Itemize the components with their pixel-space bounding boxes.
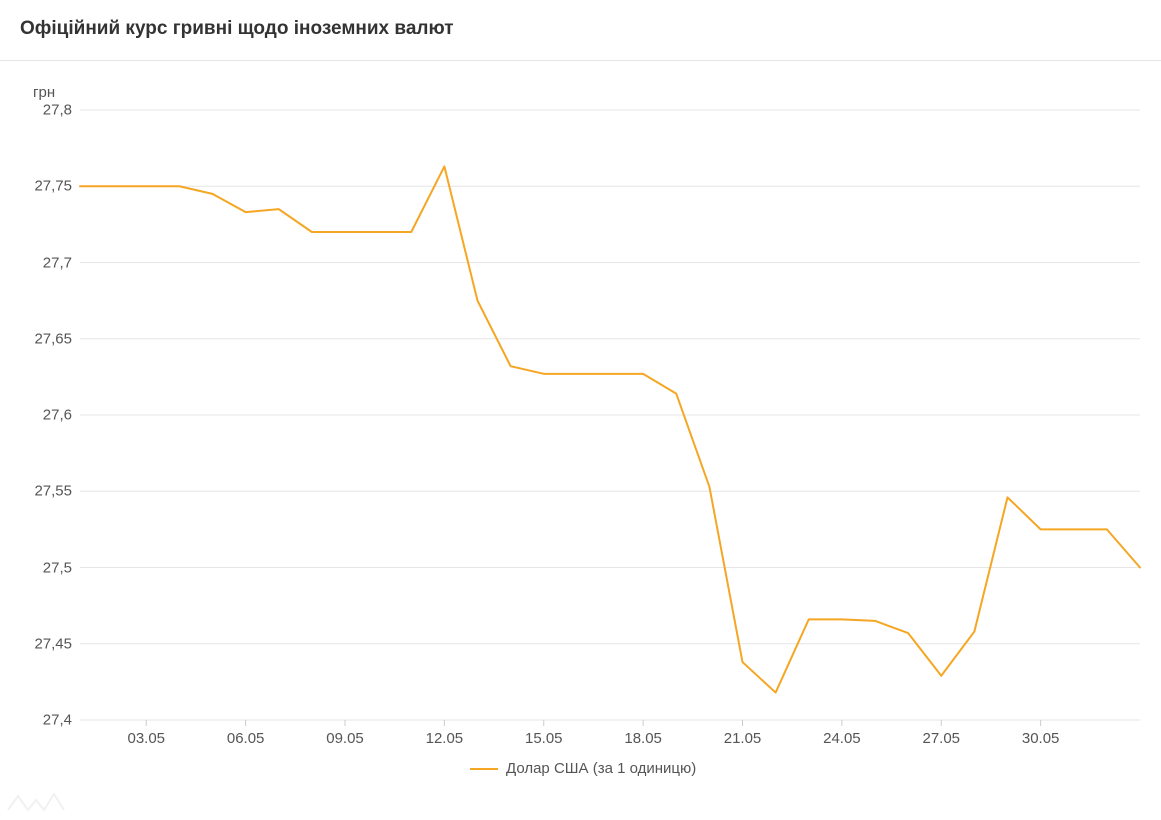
legend-swatch [470,768,498,770]
legend-label: Долар США (за 1 одиницю) [506,760,696,777]
x-tick-label: 30.05 [1022,730,1060,747]
x-tick-label: 24.05 [823,730,861,747]
y-tick-label: 27,55 [12,483,72,500]
x-tick-label: 21.05 [724,730,762,747]
y-tick-label: 27,4 [12,712,72,729]
y-tick-label: 27,75 [12,178,72,195]
watermark-icon [6,790,66,814]
x-tick-label: 06.05 [227,730,265,747]
y-tick-label: 27,8 [12,102,72,119]
legend: Долар США (за 1 одиницю) [470,760,696,777]
x-tick-label: 12.05 [426,730,464,747]
y-tick-label: 27,65 [12,330,72,347]
y-tick-label: 27,7 [12,254,72,271]
line-chart [0,0,1161,820]
y-tick-label: 27,45 [12,635,72,652]
x-tick-label: 18.05 [624,730,662,747]
y-tick-label: 27,6 [12,407,72,424]
x-tick-label: 09.05 [326,730,364,747]
chart-container: Офіційний курс гривні щодо іноземних вал… [0,0,1161,820]
x-tick-label: 27.05 [922,730,960,747]
x-tick-label: 15.05 [525,730,563,747]
y-tick-label: 27,5 [12,559,72,576]
x-tick-label: 03.05 [127,730,165,747]
